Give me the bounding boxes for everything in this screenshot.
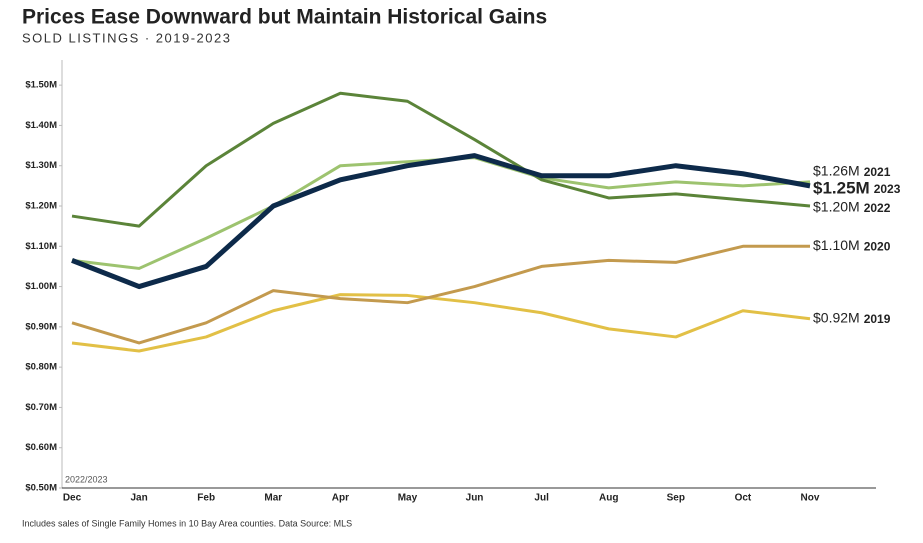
- y-tick-label: $0.80M: [25, 362, 57, 373]
- x-tick-label: Sep: [667, 493, 685, 504]
- x-tick-label: May: [398, 493, 418, 504]
- value-label: $1.26M: [813, 163, 860, 179]
- x-tick-label: Feb: [197, 493, 215, 504]
- value-label: $1.20M: [813, 199, 860, 215]
- x-tick-label: Jul: [534, 493, 549, 504]
- x-tick-label: Apr: [332, 493, 349, 504]
- y-tick-label: $0.60M: [25, 442, 57, 453]
- y-tick-label: $1.40M: [25, 120, 57, 131]
- series-line: [71, 293, 811, 353]
- legend-label: 2022: [864, 201, 891, 215]
- x-tick-label: Mar: [264, 493, 282, 504]
- chart-title: Prices Ease Downward but Maintain Histor…: [22, 6, 547, 29]
- series-line: [71, 153, 811, 290]
- y-tick-label: $1.00M: [25, 281, 57, 292]
- y-tick-label: $0.70M: [25, 402, 57, 413]
- series-line: [71, 91, 811, 228]
- series-line: [71, 156, 811, 270]
- y-tick-label: $0.50M: [25, 483, 57, 494]
- series-line: [71, 244, 810, 345]
- legend-label: 2020: [864, 239, 891, 253]
- y-tick-label: $1.20M: [25, 201, 57, 212]
- x-tick-label: Jan: [130, 493, 147, 504]
- footnote: Includes sales of Single Family Homes in…: [22, 518, 352, 528]
- value-label: $1.25M: [813, 178, 870, 197]
- x-tick-label: Dec: [63, 493, 82, 504]
- annotation: 2022/2023: [65, 474, 108, 484]
- x-tick-label: Aug: [599, 493, 618, 504]
- x-tick-label: Jun: [466, 493, 484, 504]
- legend-label: 2023: [874, 182, 901, 196]
- y-tick-label: $0.90M: [25, 321, 57, 332]
- y-tick-label: $1.10M: [25, 241, 57, 252]
- chart-subtitle: SOLD LISTINGS · 2019-2023: [22, 30, 231, 45]
- y-tick-label: $1.50M: [25, 80, 57, 91]
- y-tick-label: $1.30M: [25, 160, 57, 171]
- value-label: $1.10M: [813, 237, 860, 253]
- legend-label: 2021: [864, 165, 891, 179]
- legend-label: 2019: [864, 312, 891, 326]
- x-tick-label: Nov: [801, 493, 820, 504]
- value-label: $0.92M: [813, 310, 860, 326]
- x-tick-label: Oct: [735, 493, 752, 504]
